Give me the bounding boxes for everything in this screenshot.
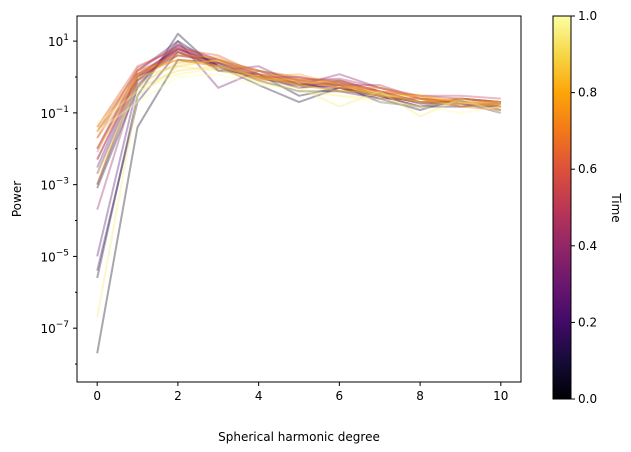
y-tick-label: 10−5	[40, 248, 69, 264]
series-line-23	[96, 65, 501, 175]
series-line-22	[96, 58, 501, 133]
colorbar-tick-label: 0.8	[578, 86, 597, 100]
series-line-7	[96, 48, 501, 168]
series-line-24	[96, 65, 502, 318]
series-line-18	[96, 58, 501, 185]
x-tick-label: 0	[93, 389, 101, 403]
y-tick-label: 10−3	[40, 177, 69, 193]
x-tick-label: 4	[255, 389, 263, 403]
series-layer	[96, 32, 502, 354]
plot-frame	[76, 15, 522, 383]
colorbar-label: Time	[609, 192, 623, 222]
x-tick-label: 10	[493, 389, 508, 403]
colorbar-ticks: 0.0 0.2 0.4 0.6 0.8 1.0	[571, 9, 597, 406]
series-line-20	[96, 58, 501, 128]
colorbar: 0.0 0.2 0.4 0.6 0.8 1.0 Time	[552, 9, 623, 406]
series-line-15	[96, 48, 501, 128]
x-axis-ticks: 0 2 4 6 8 10	[93, 382, 508, 403]
series-line-21	[96, 60, 501, 150]
series-line-3	[96, 48, 502, 185]
y-tick-label: 101	[48, 33, 69, 49]
colorbar-tick-label: 0.0	[578, 392, 597, 406]
y-tick-label: 10−7	[40, 320, 69, 336]
x-tick-label: 6	[336, 389, 344, 403]
series-line-1	[96, 32, 501, 279]
x-tick-label: 2	[174, 389, 182, 403]
series-line-13	[96, 45, 501, 139]
x-tick-label: 8	[416, 389, 424, 403]
colorbar-tick-label: 0.2	[578, 315, 597, 329]
series-line-11	[96, 43, 501, 133]
y-axis-ticks: 101 10−1 10−3 10−5 10−7	[40, 33, 77, 365]
series-line-10	[96, 50, 501, 210]
x-axis-label: Spherical harmonic degree	[218, 430, 380, 444]
colorbar-tick-label: 0.6	[578, 162, 597, 176]
colorbar-tick-label: 0.4	[578, 239, 597, 253]
series-line-26	[96, 73, 501, 133]
series-line-14	[96, 50, 501, 161]
series-line-2	[96, 40, 501, 189]
series-line-8	[96, 40, 501, 150]
series-line-17	[96, 50, 501, 133]
series-line-12	[96, 48, 501, 150]
y-tick-label: 10−1	[40, 105, 69, 121]
series-line-5	[96, 54, 502, 175]
colorbar-tick-label: 1.0	[578, 9, 597, 23]
series-line-25	[96, 66, 501, 125]
series-line-4	[96, 50, 501, 271]
colorbar-gradient	[553, 16, 571, 399]
series-line-0	[96, 58, 501, 354]
colorbar-frame	[552, 15, 572, 400]
y-axis-label: Power	[10, 181, 24, 217]
series-line-9	[96, 45, 501, 161]
series-line-16	[96, 54, 501, 153]
series-line-6	[96, 43, 501, 257]
series-line-19	[96, 54, 501, 139]
